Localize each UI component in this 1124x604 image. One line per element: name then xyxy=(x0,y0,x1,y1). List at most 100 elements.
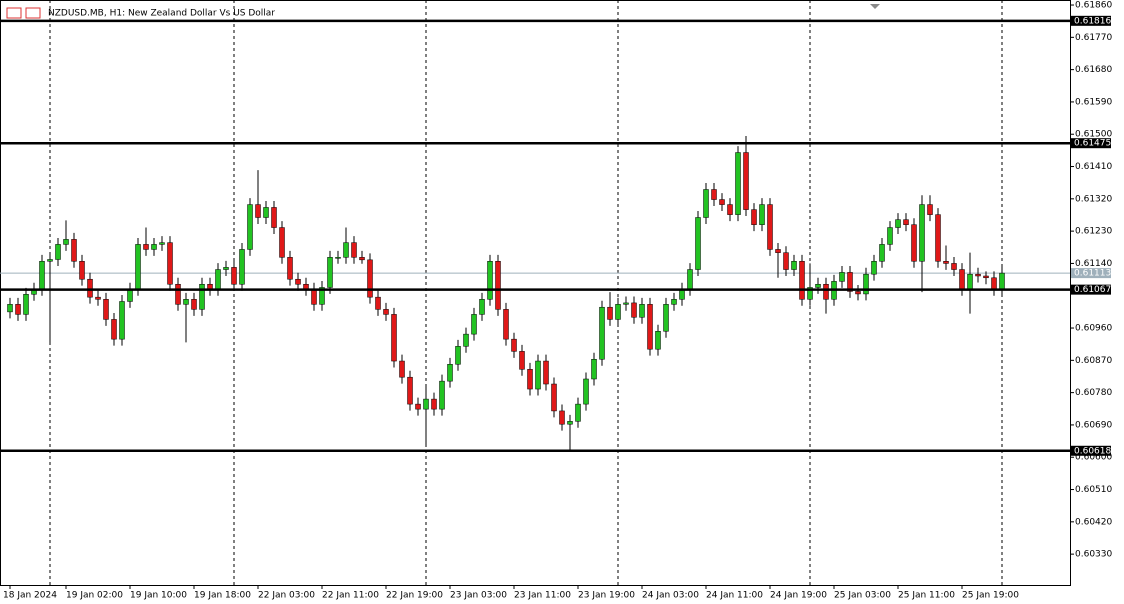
candle-body xyxy=(127,289,133,302)
candle-body xyxy=(367,259,373,298)
shift-marker xyxy=(870,4,880,9)
candle-body xyxy=(55,244,61,260)
candle-body xyxy=(895,219,901,228)
candle-body xyxy=(23,294,29,315)
candle-body xyxy=(847,272,853,292)
x-tick-label: 24 Jan 03:00 xyxy=(642,591,699,601)
level-label: 0.61067 xyxy=(1074,285,1111,295)
candle-body xyxy=(943,261,949,264)
candle-body xyxy=(559,410,565,425)
candle-body xyxy=(591,359,597,380)
y-tick-label: 0.60960 xyxy=(1075,324,1112,334)
candle-body xyxy=(631,302,637,318)
y-tick-label: 0.61410 xyxy=(1075,162,1112,172)
plot-frame xyxy=(0,0,1071,586)
candle-body xyxy=(607,306,613,320)
candle-body xyxy=(399,360,405,378)
candle-body xyxy=(919,204,925,262)
candle-body xyxy=(759,204,765,225)
candle-body xyxy=(263,207,269,218)
candle-body xyxy=(743,152,749,210)
y-tick-label: 0.60780 xyxy=(1075,388,1112,398)
candle-body xyxy=(487,261,493,300)
current-price-label: 0.61113 xyxy=(1074,269,1111,279)
candle-body xyxy=(903,219,909,225)
candle-body xyxy=(967,273,973,290)
level-label: 0.60618 xyxy=(1074,446,1111,456)
icon xyxy=(25,7,41,19)
candle-body xyxy=(295,278,301,285)
candle-body xyxy=(71,239,77,262)
y-tick-label: 0.61500 xyxy=(1075,130,1112,140)
candle-body xyxy=(15,304,21,315)
x-tick-label: 24 Jan 11:00 xyxy=(706,591,763,601)
x-tick-label: 23 Jan 19:00 xyxy=(578,591,635,601)
candle-body xyxy=(783,252,789,270)
candle-body xyxy=(415,403,421,410)
candle-body xyxy=(327,257,333,288)
candle-body xyxy=(319,287,325,305)
y-tick-label: 0.61860 xyxy=(1075,1,1112,11)
x-tick-label: 23 Jan 11:00 xyxy=(514,591,571,601)
chart-title: NZDUSD.MB, H1: New Zealand Dollar Vs US … xyxy=(48,9,275,19)
candle-body xyxy=(799,261,805,300)
candle-body xyxy=(471,314,477,335)
x-tick-label: 22 Jan 03:00 xyxy=(258,591,315,601)
level-label: 0.61475 xyxy=(1074,139,1111,149)
x-tick-label: 22 Jan 11:00 xyxy=(322,591,379,601)
candle-body xyxy=(823,283,829,300)
candle-body xyxy=(511,338,517,352)
y-tick-label: 0.61140 xyxy=(1075,259,1112,269)
candle-body xyxy=(599,306,605,360)
candle-body xyxy=(879,244,885,262)
candle-body xyxy=(391,314,397,362)
candle-body xyxy=(375,296,381,310)
candle-body xyxy=(479,299,485,315)
candle-body xyxy=(223,267,229,270)
candle-body xyxy=(231,267,237,285)
candle-body xyxy=(199,283,205,310)
candle-body xyxy=(383,309,389,315)
candle-body xyxy=(87,278,93,298)
candle-body xyxy=(839,272,845,282)
candle-body xyxy=(63,239,69,245)
candle-body xyxy=(543,360,549,385)
candle-body xyxy=(703,189,709,218)
candle-body xyxy=(191,299,197,310)
level-label: 0.61816 xyxy=(1074,16,1111,26)
candle-body xyxy=(727,204,733,215)
candle-body xyxy=(615,304,621,320)
x-tick-label: 25 Jan 03:00 xyxy=(834,591,891,601)
y-tick-label: 0.61590 xyxy=(1075,97,1112,107)
x-tick-label: 19 Jan 18:00 xyxy=(194,591,251,601)
x-tick-label: 25 Jan 19:00 xyxy=(962,591,1019,601)
level-box xyxy=(1071,138,1111,149)
candle-body xyxy=(255,204,261,218)
candle-body xyxy=(151,244,157,250)
candle-body xyxy=(639,304,645,318)
candle-body xyxy=(535,360,541,390)
candle-body xyxy=(991,277,997,290)
candle-body xyxy=(343,242,349,258)
candle-body xyxy=(519,351,525,370)
candle-body xyxy=(695,217,701,270)
candle-body xyxy=(143,244,149,250)
y-tick-label: 0.60690 xyxy=(1075,420,1112,430)
candle-body xyxy=(719,199,725,205)
candle-body xyxy=(999,272,1005,290)
candle-body xyxy=(119,301,125,340)
candle-body xyxy=(47,259,53,262)
candle-body xyxy=(551,383,557,412)
x-tick-label: 22 Jan 19:00 xyxy=(386,591,443,601)
candle-body xyxy=(247,204,253,250)
x-tick-label: 24 Jan 19:00 xyxy=(770,591,827,601)
candle-body xyxy=(79,261,85,280)
y-tick-label: 0.60510 xyxy=(1075,485,1112,495)
candle-body xyxy=(135,244,141,290)
x-tick-label: 19 Jan 10:00 xyxy=(130,591,187,601)
level-box xyxy=(1071,284,1111,295)
current-price-box xyxy=(1071,268,1111,279)
candle-body xyxy=(359,257,365,261)
y-tick-label: 0.60330 xyxy=(1075,550,1112,560)
